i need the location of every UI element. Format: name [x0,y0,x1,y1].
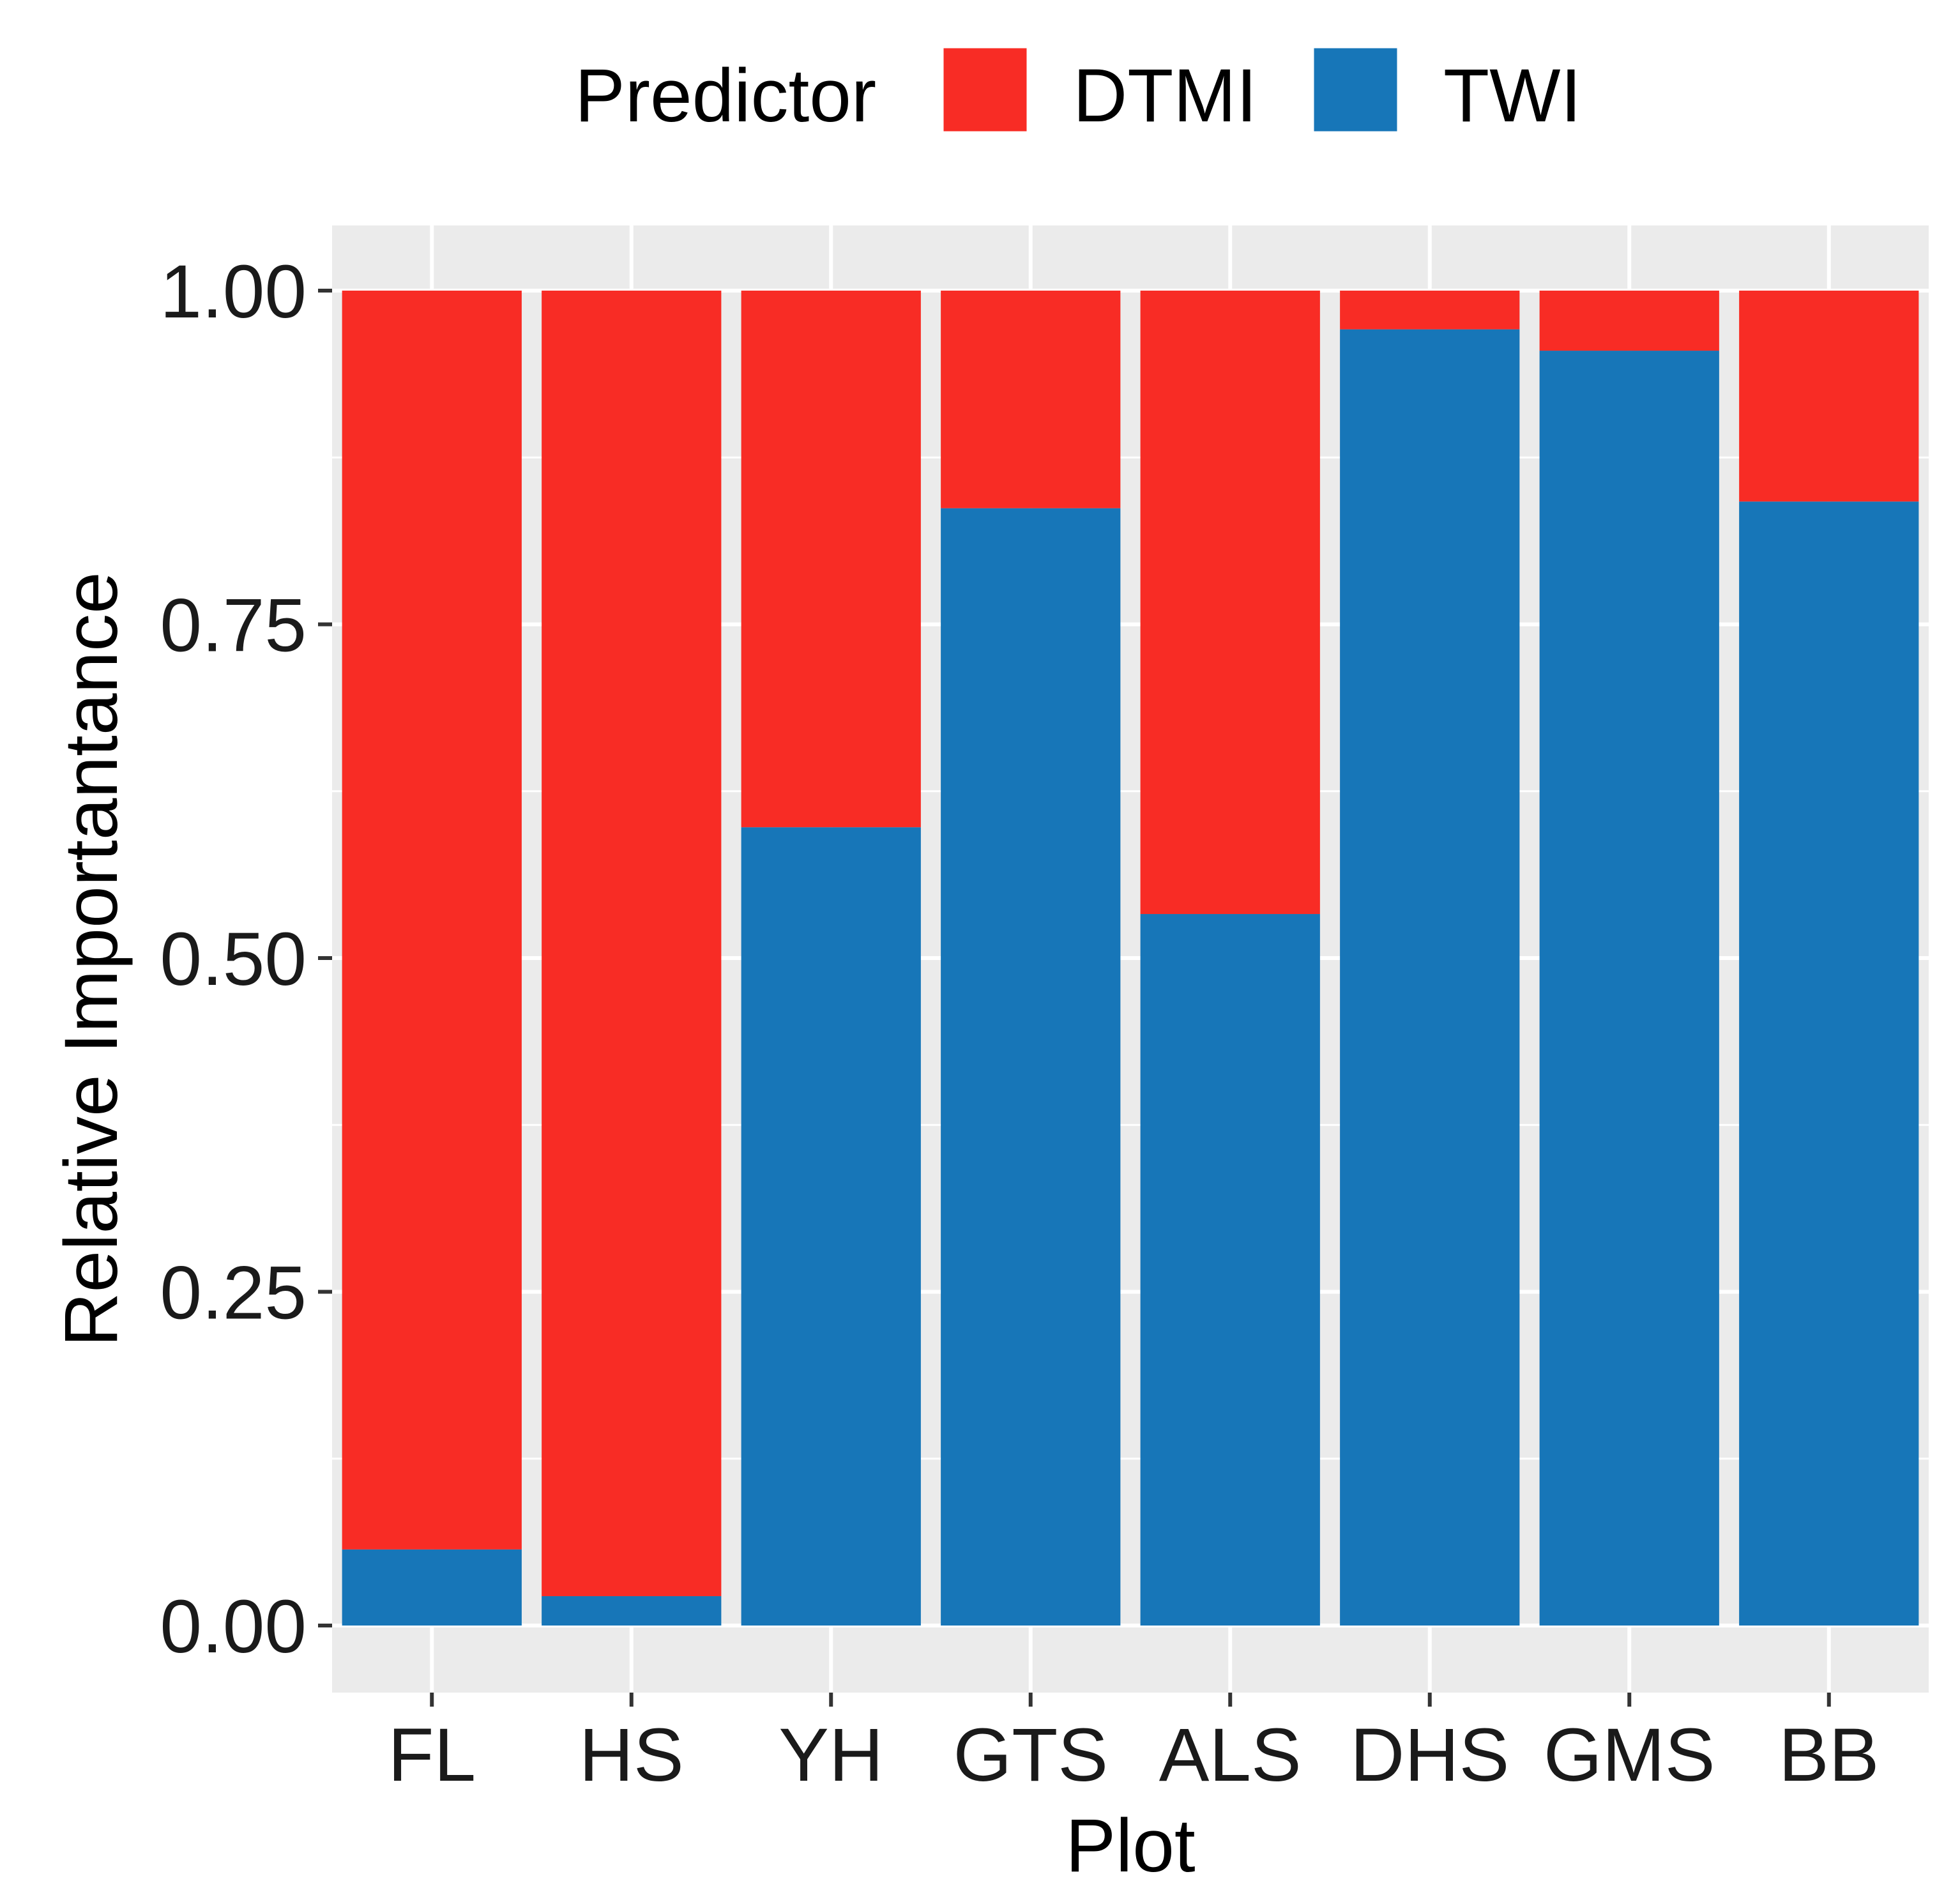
bar-twi-gms [1539,351,1719,1626]
bar-twi-gts [941,508,1121,1626]
bar-dtmi-gts [941,291,1121,508]
x-tick-label: YH [779,1713,883,1797]
legend-label-dtmi: DTMI [1073,54,1257,138]
bar-twi-dhs [1340,329,1520,1626]
x-axis: FL HS YH GTS ALS DHS GMS BB [388,1693,1879,1797]
bar-twi-fl [342,1549,522,1626]
y-tick-label: 0.00 [160,1585,307,1669]
bar-twi-hs [542,1596,722,1626]
bar-twi-bb [1739,501,1919,1626]
x-tick-label: ALS [1159,1713,1302,1797]
bar-dtmi-gms [1539,291,1719,351]
x-axis-title: Plot [1065,1804,1195,1888]
x-tick-label: HS [579,1713,684,1797]
legend-title: Predictor [575,54,876,138]
bar-dtmi-yh [741,291,921,828]
legend-label-twi: TWI [1443,54,1581,138]
y-tick-label: 0.50 [160,917,307,1002]
bar-dtmi-bb [1739,291,1919,502]
x-tick-label: GMS [1544,1713,1715,1797]
y-axis: 0.00 0.25 0.50 0.75 1.00 [160,250,332,1669]
legend: Predictor DTMI TWI [575,45,1581,138]
legend-key-dtmi [940,45,1030,135]
y-axis-title: Relative Importantance [49,572,133,1346]
y-tick-label: 1.00 [160,250,307,334]
x-tick-label: FL [388,1713,476,1797]
bar-dtmi-hs [542,291,722,1597]
bar-dtmi-als [1140,291,1320,915]
y-tick-label: 0.75 [160,584,307,668]
x-tick-label: GTS [953,1713,1108,1797]
bars [342,291,1919,1626]
legend-key-twi [1310,45,1401,135]
y-tick-label: 0.25 [160,1251,307,1336]
bar-twi-yh [741,827,921,1626]
bar-dtmi-dhs [1340,291,1520,330]
x-tick-label: DHS [1350,1713,1509,1797]
bar-twi-als [1140,914,1320,1626]
x-tick-label: BB [1779,1713,1879,1797]
bar-dtmi-fl [342,291,522,1550]
